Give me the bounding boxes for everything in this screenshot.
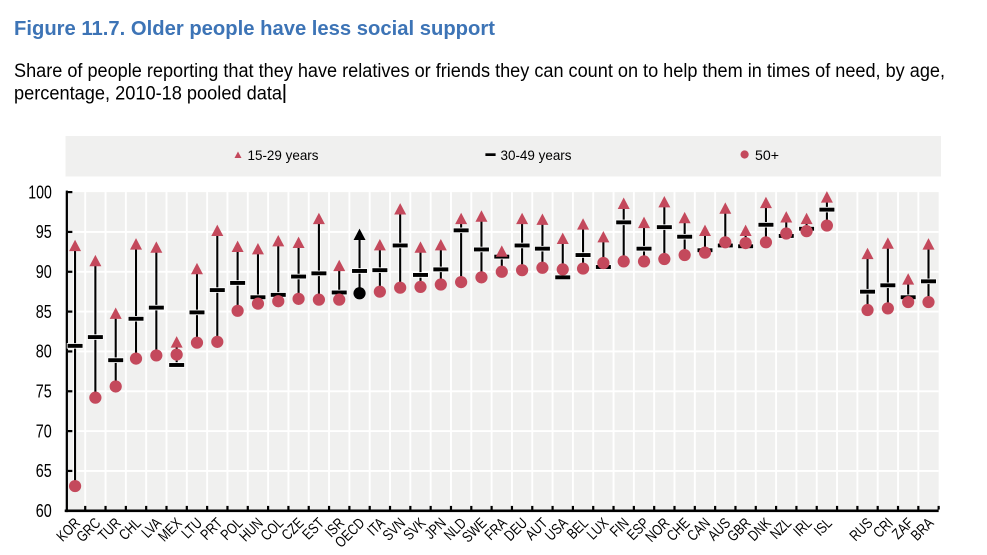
svg-text:50+: 50+ <box>755 147 779 163</box>
svg-text:80: 80 <box>36 341 52 362</box>
svg-text:percentage, 2010-18 pooled dat: percentage, 2010-18 pooled data <box>14 84 282 105</box>
svg-text:30-49 years: 30-49 years <box>501 147 572 163</box>
svg-text:15-29 years: 15-29 years <box>248 147 319 163</box>
svg-text:60: 60 <box>36 500 52 521</box>
svg-text:90: 90 <box>36 261 52 282</box>
svg-text:Share of people reporting that: Share of people reporting that they have… <box>14 61 945 82</box>
svg-text:70: 70 <box>36 420 52 441</box>
svg-text:95: 95 <box>36 221 52 242</box>
svg-text:75: 75 <box>36 381 52 402</box>
svg-text:100: 100 <box>28 181 52 202</box>
svg-text:85: 85 <box>36 301 52 322</box>
svg-text:65: 65 <box>36 460 52 481</box>
svg-text:Figure 11.7. Older people have: Figure 11.7. Older people have less soci… <box>14 18 495 40</box>
